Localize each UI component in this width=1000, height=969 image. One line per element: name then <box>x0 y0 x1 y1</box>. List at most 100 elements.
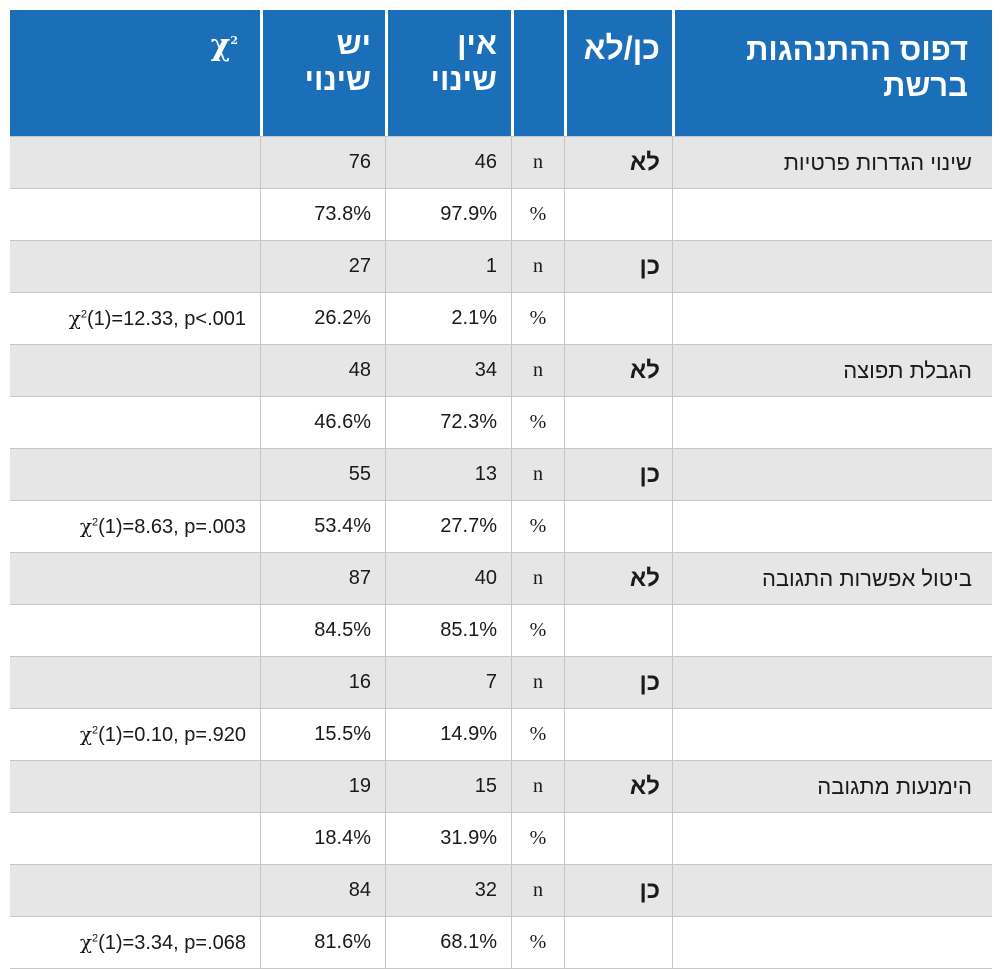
behavior-label: ביטול אפשרות התגובה <box>672 552 992 604</box>
table-row: 55 13 n כן <box>10 448 992 500</box>
n-has-change: 84 <box>260 864 385 916</box>
pct-no-change: 68.1% <box>385 916 511 969</box>
stat-label: % <box>511 396 564 448</box>
pct-has-change: 73.8% <box>260 188 385 240</box>
pct-no-change: 85.1% <box>385 604 511 656</box>
pct-no-change: 31.9% <box>385 812 511 864</box>
behavior-empty <box>672 812 992 864</box>
chi-cell <box>10 812 260 864</box>
table-row: 84.5% 85.1% % <box>10 604 992 656</box>
answer-empty <box>564 188 672 240</box>
header-stat-blank <box>511 10 564 136</box>
stat-label: n <box>511 240 564 292</box>
n-no-change: 13 <box>385 448 511 500</box>
answer-no: לא <box>564 552 672 604</box>
table-row: 73.8% 97.9% % <box>10 188 992 240</box>
header-yes-no: כן/לא <box>564 10 672 136</box>
behavior-empty <box>672 396 992 448</box>
behavior-empty <box>672 864 992 916</box>
answer-yes: כן <box>564 864 672 916</box>
table-row: χ2(1)=12.33, p<.001 26.2% 2.1% % <box>10 292 992 344</box>
table-row: χ2(1)=3.34, p=.068 81.6% 68.1% % <box>10 916 992 969</box>
table-row: 27 1 n כן <box>10 240 992 292</box>
pct-has-change: 53.4% <box>260 500 385 552</box>
n-has-change: 76 <box>260 136 385 188</box>
behavior-label: הימנעות מתגובה <box>672 760 992 812</box>
n-has-change: 19 <box>260 760 385 812</box>
answer-empty <box>564 916 672 969</box>
pct-has-change: 46.6% <box>260 396 385 448</box>
answer-no: לא <box>564 136 672 188</box>
answer-yes: כן <box>564 240 672 292</box>
behavior-empty <box>672 604 992 656</box>
stat-label: % <box>511 604 564 656</box>
chi-cell <box>10 552 260 604</box>
stat-label: n <box>511 864 564 916</box>
table-row: 46.6% 72.3% % <box>10 396 992 448</box>
chi-cell <box>10 240 260 292</box>
stat-label: n <box>511 760 564 812</box>
header-chi-square: χ2 <box>10 10 260 136</box>
header-behavior-pattern: דפוס ההתנהגות ברשת <box>672 10 992 136</box>
chi-square-result: χ2(1)=12.33, p<.001 <box>10 292 260 344</box>
pct-has-change: 26.2% <box>260 292 385 344</box>
chi-cell <box>10 136 260 188</box>
table-row: 16 7 n כן <box>10 656 992 708</box>
chi-cell <box>10 188 260 240</box>
answer-no: לא <box>564 760 672 812</box>
pct-no-change: 72.3% <box>385 396 511 448</box>
stat-label: n <box>511 344 564 396</box>
stat-label: % <box>511 292 564 344</box>
chi-cell <box>10 864 260 916</box>
behavior-empty <box>672 708 992 760</box>
stat-label: % <box>511 500 564 552</box>
answer-empty <box>564 292 672 344</box>
pct-no-change: 27.7% <box>385 500 511 552</box>
stat-label: n <box>511 552 564 604</box>
chi-cell <box>10 396 260 448</box>
answer-empty <box>564 708 672 760</box>
behavior-empty <box>672 240 992 292</box>
n-has-change: 55 <box>260 448 385 500</box>
answer-empty <box>564 500 672 552</box>
answer-yes: כן <box>564 448 672 500</box>
answer-no: לא <box>564 344 672 396</box>
pct-has-change: 18.4% <box>260 812 385 864</box>
n-has-change: 87 <box>260 552 385 604</box>
behavior-empty <box>672 656 992 708</box>
table-row: 18.4% 31.9% % <box>10 812 992 864</box>
stat-label: % <box>511 812 564 864</box>
chi-cell <box>10 760 260 812</box>
n-no-change: 15 <box>385 760 511 812</box>
header-row: χ2 יש שינוי אין שינוי כן/לא דפוס ההתנהגות … <box>10 10 992 136</box>
n-no-change: 46 <box>385 136 511 188</box>
table-row: χ2(1)=0.10, p=.920 15.5% 14.9% % <box>10 708 992 760</box>
answer-yes: כן <box>564 656 672 708</box>
table-row: 84 32 n כן <box>10 864 992 916</box>
pct-no-change: 14.9% <box>385 708 511 760</box>
n-has-change: 16 <box>260 656 385 708</box>
pct-has-change: 15.5% <box>260 708 385 760</box>
n-no-change: 32 <box>385 864 511 916</box>
n-no-change: 34 <box>385 344 511 396</box>
stat-label: n <box>511 136 564 188</box>
n-no-change: 7 <box>385 656 511 708</box>
behavior-empty <box>672 188 992 240</box>
chi-square-table: χ2 יש שינוי אין שינוי כן/לא דפוס ההתנהגות … <box>10 10 992 969</box>
table-row: χ2(1)=8.63, p=.003 53.4% 27.7% % <box>10 500 992 552</box>
chi-cell <box>10 344 260 396</box>
chi-cell <box>10 656 260 708</box>
stat-label: % <box>511 708 564 760</box>
stat-label: n <box>511 448 564 500</box>
pct-no-change: 97.9% <box>385 188 511 240</box>
pct-no-change: 2.1% <box>385 292 511 344</box>
header-has-change: יש שינוי <box>260 10 385 136</box>
answer-empty <box>564 604 672 656</box>
behavior-label: שינוי הגדרות פרטיות <box>672 136 992 188</box>
chi-square-result: χ2(1)=0.10, p=.920 <box>10 708 260 760</box>
table-row: 76 46 n לא שינוי הגדרות פרטיות <box>10 136 992 188</box>
table-row: 48 34 n לא הגבלת תפוצה <box>10 344 992 396</box>
pct-has-change: 84.5% <box>260 604 385 656</box>
header-no-change: אין שינוי <box>385 10 511 136</box>
behavior-empty <box>672 292 992 344</box>
